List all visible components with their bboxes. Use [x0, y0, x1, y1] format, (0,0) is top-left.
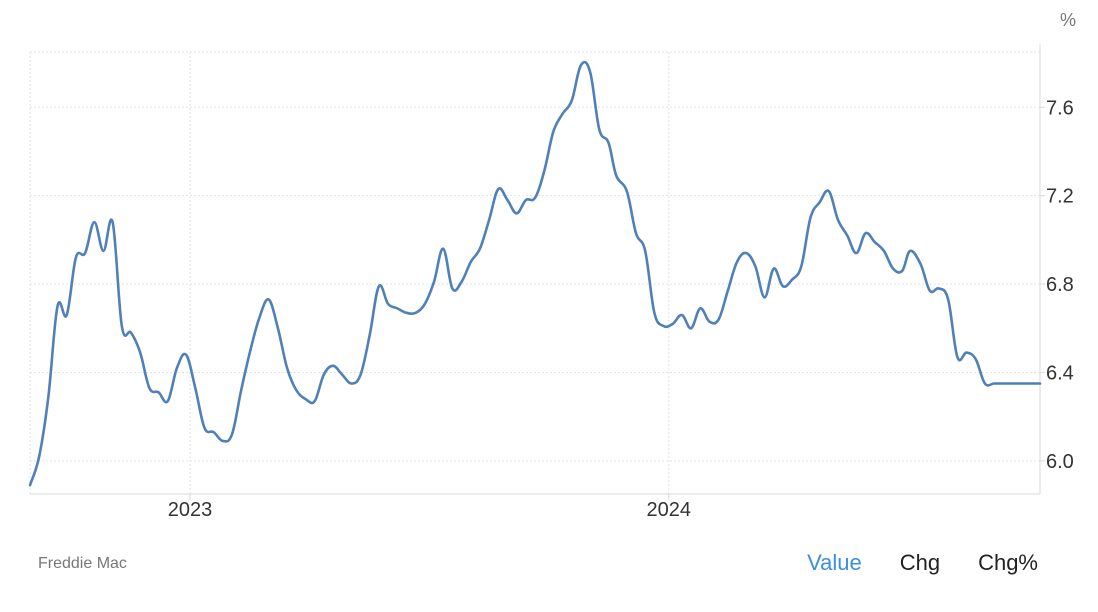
tab-chg-percent[interactable]: Chg%: [978, 550, 1038, 575]
mortgage-rate-chart: 6.0 6.4 6.8 7.2 7.6 2023 2024 %: [28, 10, 1076, 521]
x-tick-label: 2023: [168, 499, 213, 521]
tab-value[interactable]: Value: [807, 550, 862, 575]
y-tick-label: 6.0: [1046, 451, 1074, 473]
y-tick-label: 7.2: [1046, 186, 1074, 208]
chart-container: 6.0 6.4 6.8 7.2 7.6 2023 2024 %: [28, 10, 1076, 521]
grid: [29, 51, 1040, 494]
y-tick-label: 6.4: [1046, 362, 1074, 384]
y-unit-label: %: [1060, 10, 1076, 30]
series-line-0: [28, 60, 1042, 487]
axes: 6.0 6.4 6.8 7.2 7.6 2023 2024: [30, 44, 1074, 521]
y-tick-label: 6.8: [1046, 274, 1074, 296]
series-layer: [28, 60, 1042, 487]
y-tick-label: 7.6: [1046, 97, 1074, 119]
x-tick-label: 2024: [647, 499, 692, 521]
tab-chg[interactable]: Chg: [899, 550, 941, 575]
source-label: Freddie Mac: [38, 555, 127, 572]
view-tabs: Value Chg Chg%: [807, 550, 1038, 576]
